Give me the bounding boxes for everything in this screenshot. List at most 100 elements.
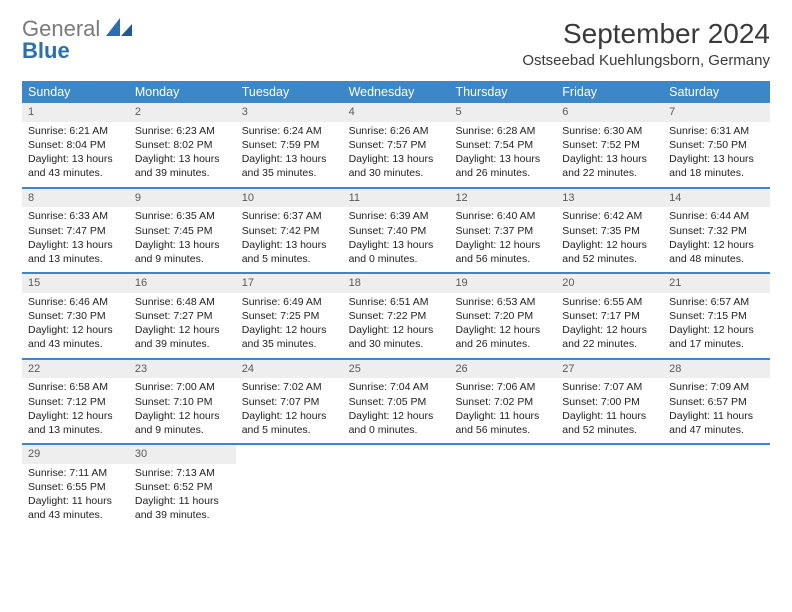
day-cell: 27Sunrise: 7:07 AMSunset: 7:00 PMDayligh… [556, 360, 663, 444]
daylight-line: Daylight: 13 hours and 18 minutes. [669, 152, 764, 180]
day-details: Sunrise: 6:37 AMSunset: 7:42 PMDaylight:… [236, 207, 343, 272]
day-cell: 5Sunrise: 6:28 AMSunset: 7:54 PMDaylight… [449, 103, 556, 187]
sunset-line: Sunset: 7:40 PM [349, 224, 444, 238]
day-number: 26 [449, 360, 556, 379]
sunset-line: Sunset: 7:10 PM [135, 395, 230, 409]
sunset-line: Sunset: 7:12 PM [28, 395, 123, 409]
day-details: Sunrise: 7:11 AMSunset: 6:55 PMDaylight:… [22, 464, 129, 529]
daylight-line: Daylight: 13 hours and 9 minutes. [135, 238, 230, 266]
day-cell: 26Sunrise: 7:06 AMSunset: 7:02 PMDayligh… [449, 360, 556, 444]
daylight-line: Daylight: 12 hours and 39 minutes. [135, 323, 230, 351]
day-details: Sunrise: 6:48 AMSunset: 7:27 PMDaylight:… [129, 293, 236, 358]
day-cell: 30Sunrise: 7:13 AMSunset: 6:52 PMDayligh… [129, 445, 236, 529]
sunrise-line: Sunrise: 6:44 AM [669, 209, 764, 223]
daylight-line: Daylight: 11 hours and 47 minutes. [669, 409, 764, 437]
sunrise-line: Sunrise: 6:24 AM [242, 124, 337, 138]
day-details: Sunrise: 6:57 AMSunset: 7:15 PMDaylight:… [663, 293, 770, 358]
sunset-line: Sunset: 7:00 PM [562, 395, 657, 409]
sunset-line: Sunset: 8:04 PM [28, 138, 123, 152]
sunrise-line: Sunrise: 6:49 AM [242, 295, 337, 309]
sunset-line: Sunset: 7:20 PM [455, 309, 550, 323]
sunset-line: Sunset: 6:57 PM [669, 395, 764, 409]
day-details: Sunrise: 7:02 AMSunset: 7:07 PMDaylight:… [236, 378, 343, 443]
day-number: 30 [129, 445, 236, 464]
sunrise-line: Sunrise: 6:46 AM [28, 295, 123, 309]
day-details: Sunrise: 6:42 AMSunset: 7:35 PMDaylight:… [556, 207, 663, 272]
day-details: Sunrise: 7:07 AMSunset: 7:00 PMDaylight:… [556, 378, 663, 443]
day-details: Sunrise: 7:00 AMSunset: 7:10 PMDaylight:… [129, 378, 236, 443]
day-cell: 21Sunrise: 6:57 AMSunset: 7:15 PMDayligh… [663, 274, 770, 358]
sunrise-line: Sunrise: 6:35 AM [135, 209, 230, 223]
day-details: Sunrise: 6:31 AMSunset: 7:50 PMDaylight:… [663, 122, 770, 187]
daylight-line: Daylight: 12 hours and 9 minutes. [135, 409, 230, 437]
daylight-line: Daylight: 12 hours and 13 minutes. [28, 409, 123, 437]
daylight-line: Daylight: 12 hours and 5 minutes. [242, 409, 337, 437]
day-cell: 23Sunrise: 7:00 AMSunset: 7:10 PMDayligh… [129, 360, 236, 444]
daylight-line: Daylight: 12 hours and 48 minutes. [669, 238, 764, 266]
daylight-line: Daylight: 13 hours and 39 minutes. [135, 152, 230, 180]
sunset-line: Sunset: 7:22 PM [349, 309, 444, 323]
day-number: 10 [236, 189, 343, 208]
day-number: 12 [449, 189, 556, 208]
calendar-week-row: 29Sunrise: 7:11 AMSunset: 6:55 PMDayligh… [22, 445, 770, 529]
sunset-line: Sunset: 7:54 PM [455, 138, 550, 152]
day-number: 5 [449, 103, 556, 122]
day-number: 16 [129, 274, 236, 293]
sunrise-line: Sunrise: 6:33 AM [28, 209, 123, 223]
daylight-line: Daylight: 13 hours and 13 minutes. [28, 238, 123, 266]
sunrise-line: Sunrise: 6:23 AM [135, 124, 230, 138]
day-cell: 8Sunrise: 6:33 AMSunset: 7:47 PMDaylight… [22, 189, 129, 273]
daylight-line: Daylight: 12 hours and 17 minutes. [669, 323, 764, 351]
day-details: Sunrise: 6:44 AMSunset: 7:32 PMDaylight:… [663, 207, 770, 272]
sunrise-line: Sunrise: 6:53 AM [455, 295, 550, 309]
sunset-line: Sunset: 7:37 PM [455, 224, 550, 238]
day-cell: 16Sunrise: 6:48 AMSunset: 7:27 PMDayligh… [129, 274, 236, 358]
sunrise-line: Sunrise: 6:31 AM [669, 124, 764, 138]
day-cell: 6Sunrise: 6:30 AMSunset: 7:52 PMDaylight… [556, 103, 663, 187]
day-cell: 7Sunrise: 6:31 AMSunset: 7:50 PMDaylight… [663, 103, 770, 187]
day-number: 25 [343, 360, 450, 379]
logo: General Blue [22, 18, 132, 62]
sunset-line: Sunset: 7:42 PM [242, 224, 337, 238]
sunrise-line: Sunrise: 6:55 AM [562, 295, 657, 309]
day-cell: 1Sunrise: 6:21 AMSunset: 8:04 PMDaylight… [22, 103, 129, 187]
day-cell: 18Sunrise: 6:51 AMSunset: 7:22 PMDayligh… [343, 274, 450, 358]
day-cell: 17Sunrise: 6:49 AMSunset: 7:25 PMDayligh… [236, 274, 343, 358]
day-cell: 22Sunrise: 6:58 AMSunset: 7:12 PMDayligh… [22, 360, 129, 444]
sunset-line: Sunset: 8:02 PM [135, 138, 230, 152]
empty-cell [449, 445, 556, 529]
calendar-week-row: 1Sunrise: 6:21 AMSunset: 8:04 PMDaylight… [22, 103, 770, 189]
day-number: 21 [663, 274, 770, 293]
logo-word2: Blue [22, 38, 70, 63]
sunset-line: Sunset: 7:59 PM [242, 138, 337, 152]
day-number: 22 [22, 360, 129, 379]
day-details: Sunrise: 6:58 AMSunset: 7:12 PMDaylight:… [22, 378, 129, 443]
day-number: 4 [343, 103, 450, 122]
day-number: 17 [236, 274, 343, 293]
sunrise-line: Sunrise: 7:13 AM [135, 466, 230, 480]
day-details: Sunrise: 6:51 AMSunset: 7:22 PMDaylight:… [343, 293, 450, 358]
day-cell: 29Sunrise: 7:11 AMSunset: 6:55 PMDayligh… [22, 445, 129, 529]
day-number: 27 [556, 360, 663, 379]
sunset-line: Sunset: 6:52 PM [135, 480, 230, 494]
sunrise-line: Sunrise: 7:11 AM [28, 466, 123, 480]
day-number: 15 [22, 274, 129, 293]
day-cell: 10Sunrise: 6:37 AMSunset: 7:42 PMDayligh… [236, 189, 343, 273]
day-details: Sunrise: 7:04 AMSunset: 7:05 PMDaylight:… [343, 378, 450, 443]
day-number: 11 [343, 189, 450, 208]
day-number: 9 [129, 189, 236, 208]
sunset-line: Sunset: 7:32 PM [669, 224, 764, 238]
sunrise-line: Sunrise: 7:04 AM [349, 380, 444, 394]
daylight-line: Daylight: 13 hours and 5 minutes. [242, 238, 337, 266]
day-number: 18 [343, 274, 450, 293]
sunset-line: Sunset: 7:27 PM [135, 309, 230, 323]
day-number: 1 [22, 103, 129, 122]
sunset-line: Sunset: 7:52 PM [562, 138, 657, 152]
day-number: 3 [236, 103, 343, 122]
day-details: Sunrise: 6:33 AMSunset: 7:47 PMDaylight:… [22, 207, 129, 272]
sunset-line: Sunset: 7:30 PM [28, 309, 123, 323]
day-number: 14 [663, 189, 770, 208]
day-number: 6 [556, 103, 663, 122]
daylight-line: Daylight: 13 hours and 43 minutes. [28, 152, 123, 180]
weekday-header: Wednesday [343, 81, 450, 103]
